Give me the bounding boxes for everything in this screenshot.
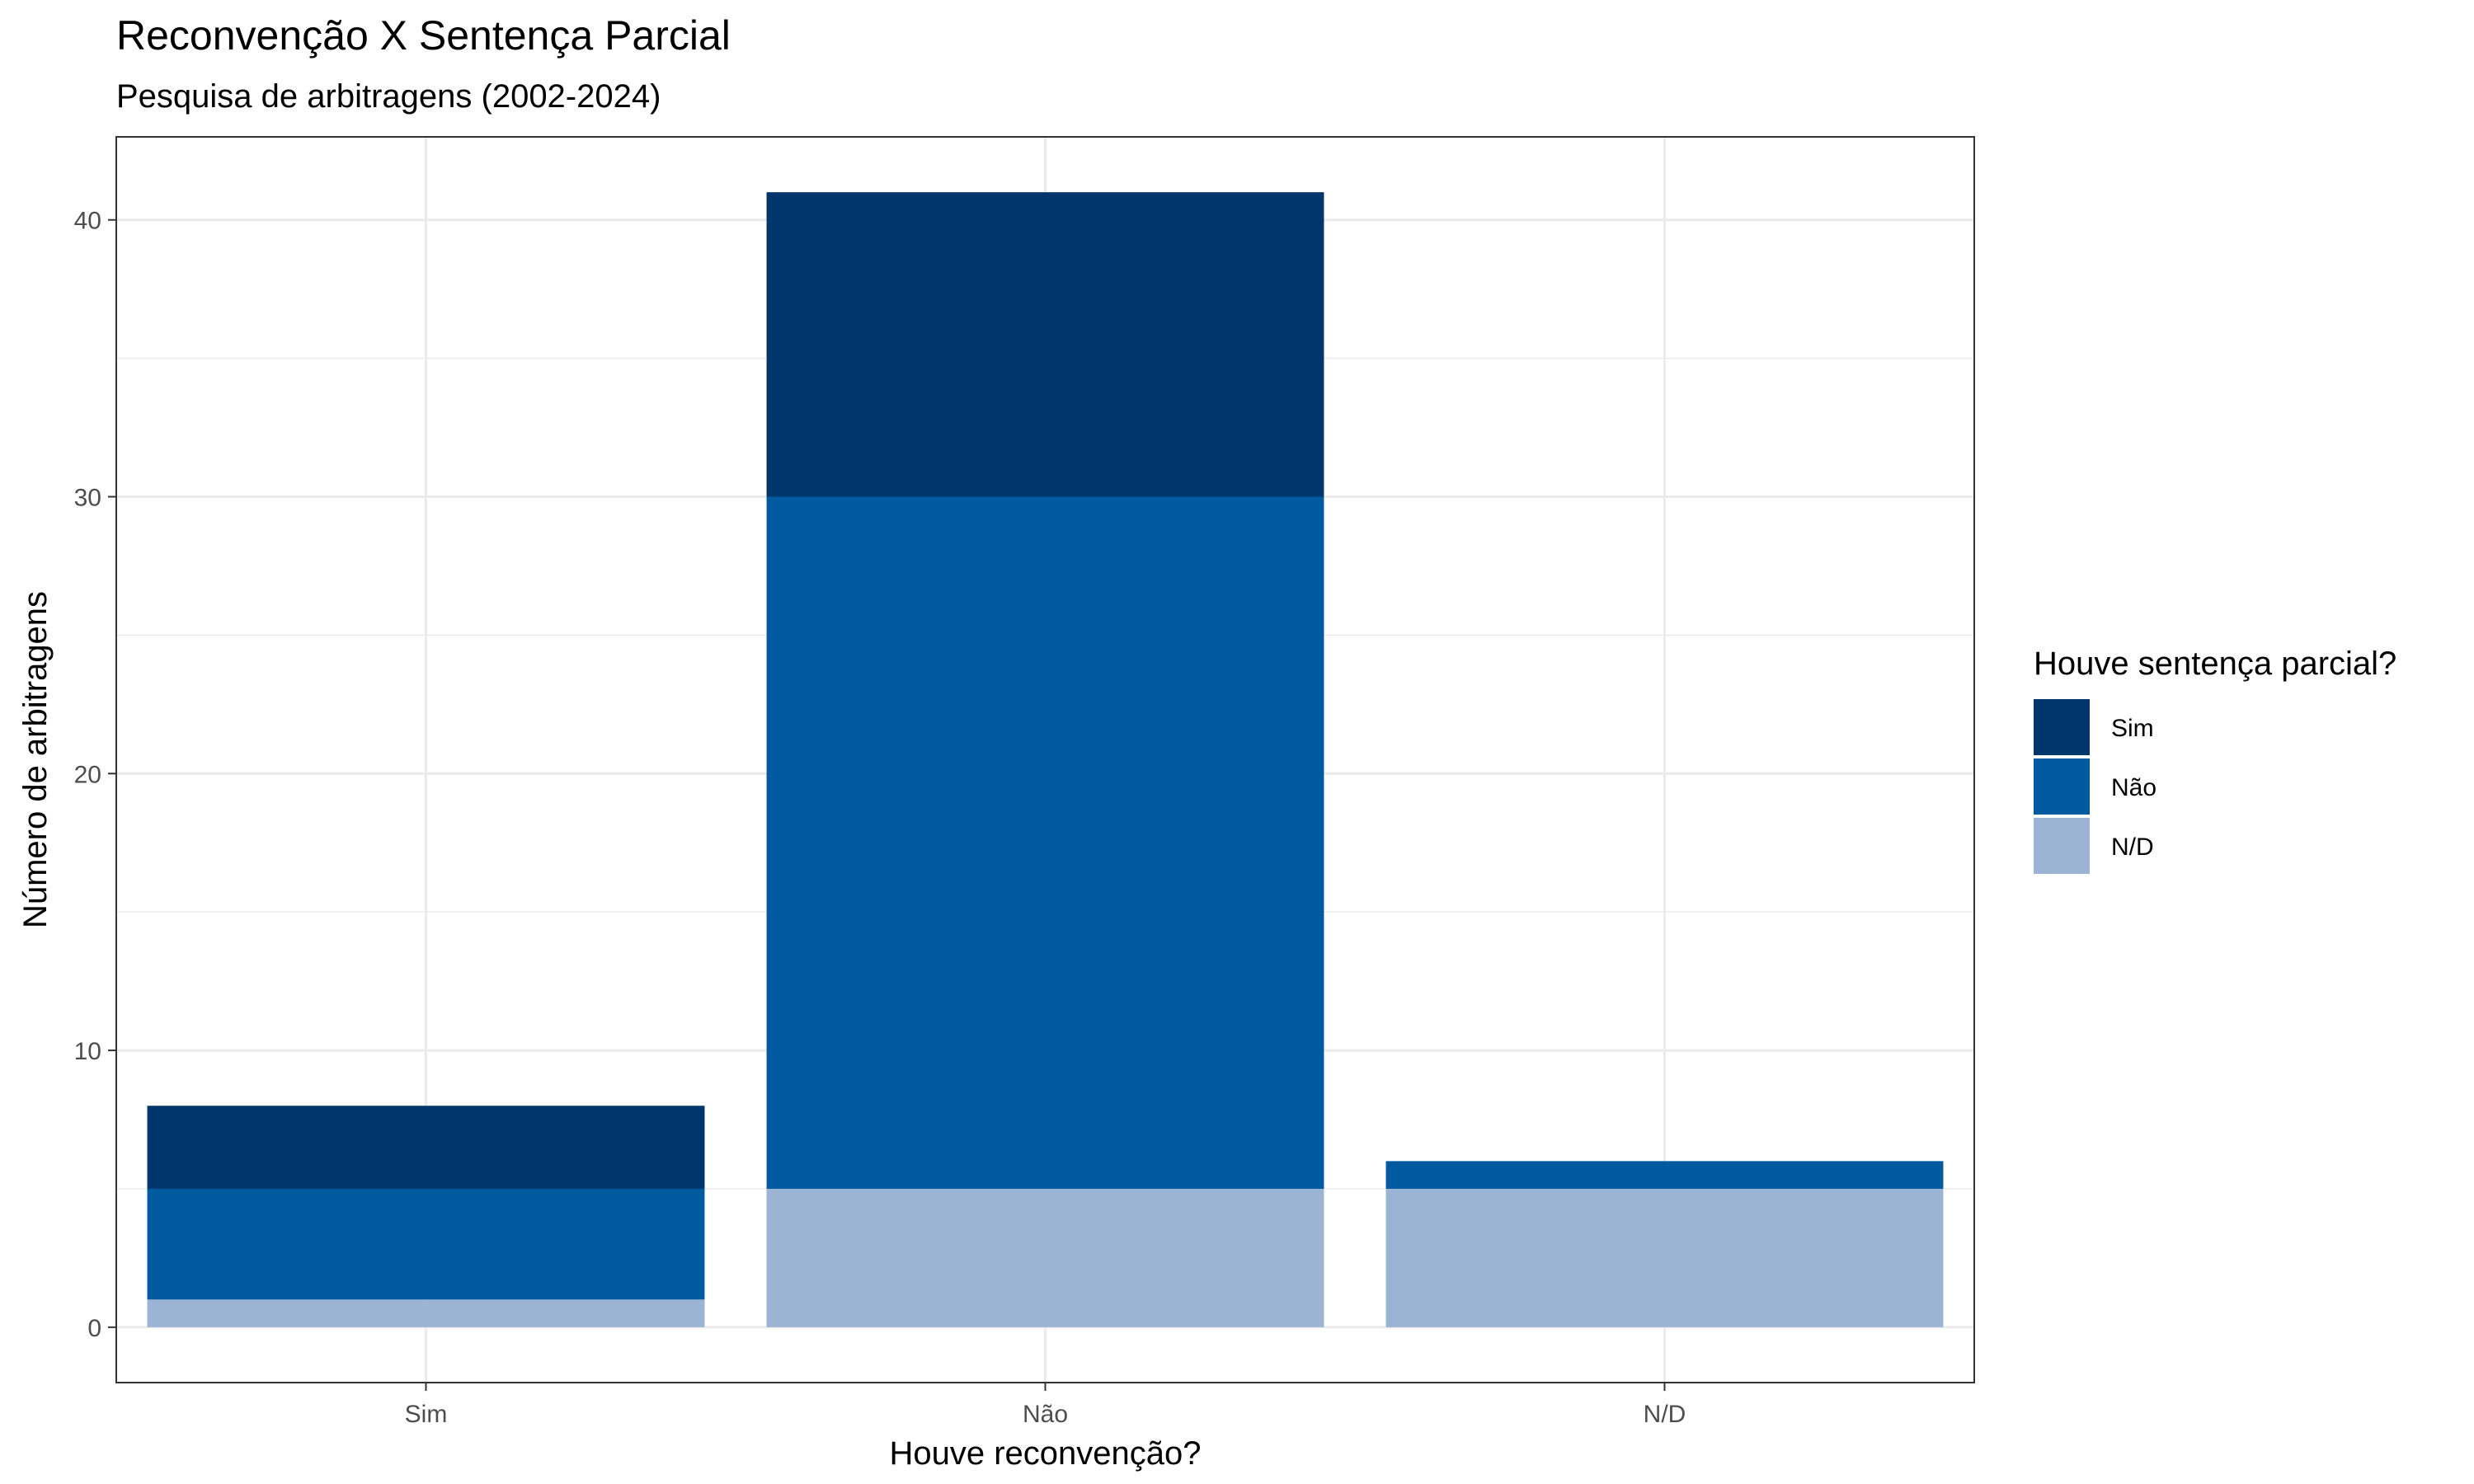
- legend-title: Houve sentença parcial?: [2034, 646, 2396, 682]
- y-axis: 0 10 20 30 40: [74, 208, 116, 1342]
- legend-label: Não: [2111, 774, 2157, 801]
- legend-label: Sim: [2111, 715, 2154, 742]
- bar-segment: [1385, 1161, 1944, 1189]
- legend-key: [2034, 818, 2090, 874]
- y-axis-title: Número de arbitragens: [17, 591, 54, 928]
- bar-segment: [766, 1188, 1324, 1327]
- bars: [147, 192, 1944, 1327]
- legend: Houve sentença parcial? Sim Não N/D: [2034, 646, 2396, 874]
- x-tick-label: Não: [1023, 1401, 1068, 1428]
- bar-segment: [147, 1299, 705, 1327]
- bar-segment: [147, 1106, 705, 1189]
- chart-subtitle: Pesquisa de arbitragens (2002-2024): [116, 78, 661, 115]
- x-axis-title: Houve reconvenção?: [889, 1435, 1201, 1472]
- bar-segment: [766, 192, 1324, 497]
- legend-label: N/D: [2111, 834, 2154, 861]
- y-tick-label: 20: [74, 761, 101, 788]
- bar-segment: [147, 1188, 705, 1300]
- y-tick-label: 10: [74, 1038, 101, 1065]
- x-axis: Sim Não N/D: [405, 1383, 1686, 1428]
- bar-segment: [766, 496, 1324, 1189]
- y-tick-label: 40: [74, 208, 101, 235]
- bar-segment: [1385, 1188, 1944, 1327]
- y-tick-label: 0: [87, 1315, 101, 1342]
- plot-panel: [115, 136, 1975, 1383]
- legend-key: [2034, 699, 2090, 755]
- x-tick-label: Sim: [405, 1401, 448, 1428]
- x-tick-label: N/D: [1644, 1401, 1686, 1428]
- legend-key: [2034, 758, 2090, 815]
- legend-items: Sim Não N/D: [2034, 699, 2157, 874]
- y-tick-label: 30: [74, 485, 101, 512]
- chart-title: Reconvenção X Sentença Parcial: [116, 12, 731, 59]
